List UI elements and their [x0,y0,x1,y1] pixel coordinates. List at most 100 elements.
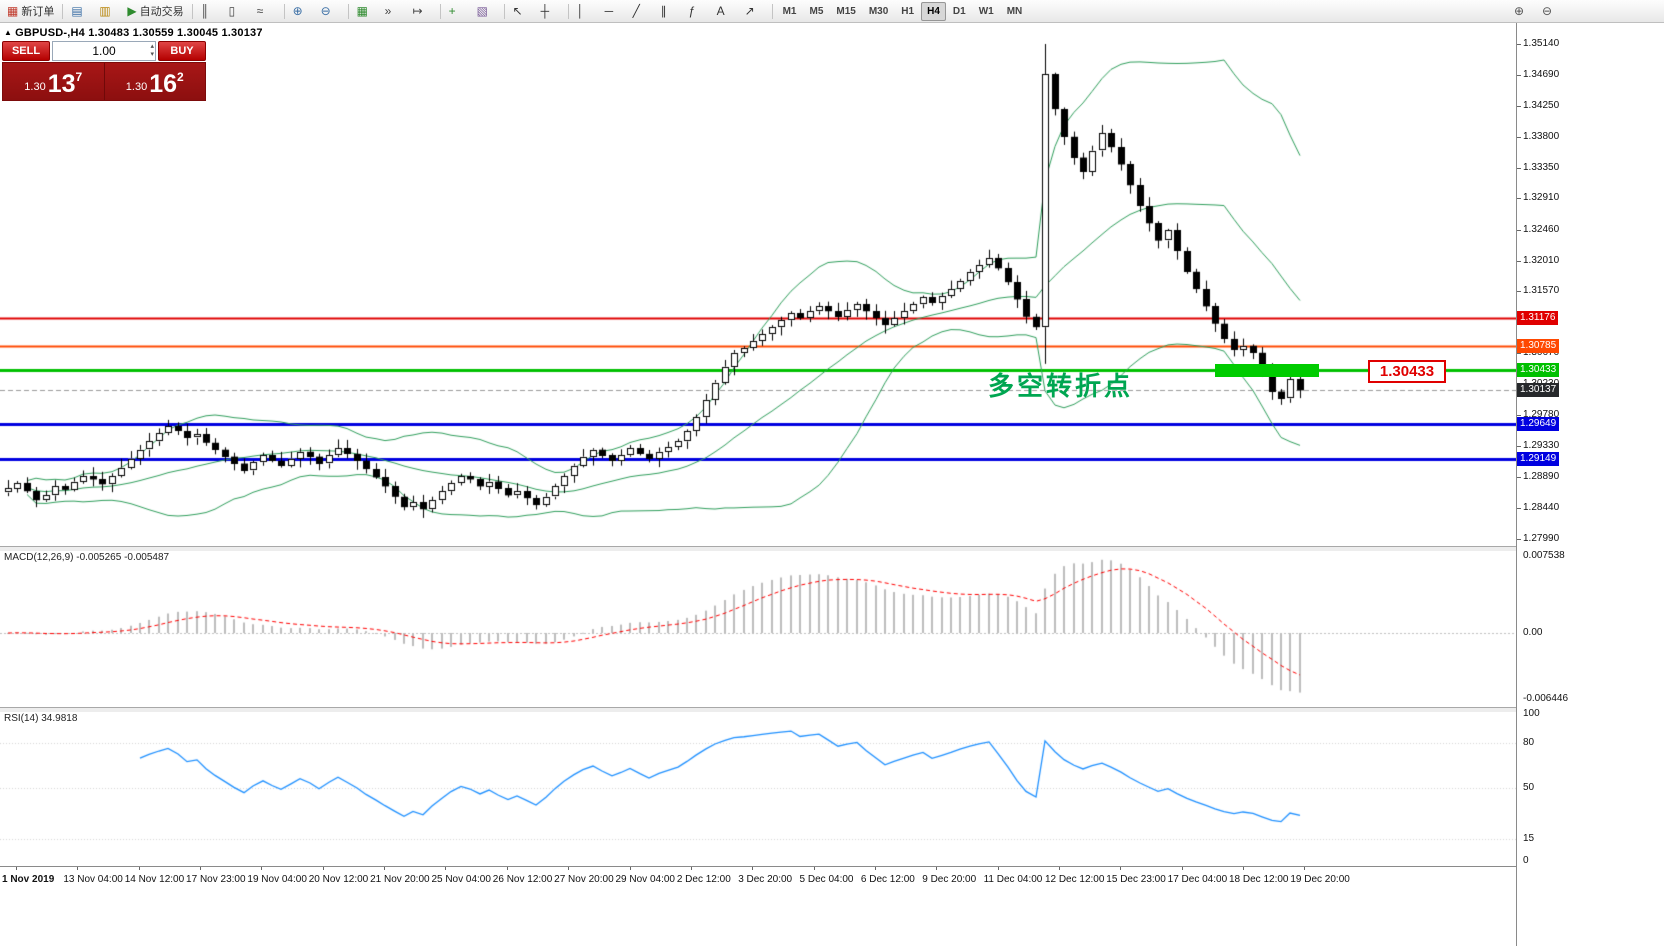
quote-panel: 1.30 13 7 1.30 16 2 [2,62,206,101]
auto-scroll-button[interactable]: » [381,1,408,22]
price-tick-label: 1.34250 [1523,99,1560,111]
time-tick [1181,867,1183,870]
new-order-button-label: 新订单 [21,6,55,18]
macd-title: MACD(12,26,9) [4,552,74,563]
time-tick-label: 9 Dec 20:00 [922,874,977,885]
sell-price-small: 1.30 [24,81,46,93]
time-tick-label: 21 Nov 20:00 [370,874,430,885]
zoom-in-button[interactable]: ⊕ [289,1,316,22]
volume-up-button[interactable]: ▴ [150,43,154,50]
buy-button[interactable]: BUY [158,41,206,61]
profiles-button[interactable]: ▥ [95,1,122,22]
horizontal-line-button[interactable]: ─ [601,1,628,22]
new-chart-button[interactable]: ▤ [67,1,94,22]
one-click-trading-panel: SELL 1.00 ▴ ▾ BUY 1.30 13 7 1.30 16 2 [2,41,206,101]
macd-label: MACD(12,26,9) -0.005265 -0.005487 [4,552,169,563]
time-tick-label: 25 Nov 04:00 [431,874,491,885]
price-axis[interactable]: 1.35140 1.34690 1.34250 1.33800 1.33350 1.329… [1516,22,1664,946]
macd-values: -0.005265 -0.005487 [76,552,170,563]
zoom-in-icon: ⊕ [292,4,303,18]
horizontal-line-icon: ─ [604,4,614,18]
time-tick-label: 18 Dec 12:00 [1229,874,1289,885]
time-axis[interactable]: 1 Nov 2019 13 Nov 04:00 14 Nov 12:00 17 Nov… [0,866,1516,891]
price-tick-label: 1.34690 [1523,69,1560,81]
current-price-badge: 1.30137 [1517,383,1560,398]
auto-trading-button-label: 自动交易 [139,6,184,18]
pane-divider[interactable] [0,707,1664,713]
timeframe-h1-button[interactable]: H1 [901,5,915,17]
magnifier-minus-button[interactable]: ⊖ [1538,1,1565,22]
fibonacci-icon: ƒ [688,4,696,18]
trendline-icon: ╱ [632,4,640,18]
magnifier-plus-button[interactable]: ⊕ [1510,1,1537,22]
timeframe-m15-button[interactable]: M15 [836,5,856,17]
timeframe-m5-button[interactable]: M5 [809,5,824,17]
timeframe-d1-button[interactable]: D1 [952,5,966,17]
time-tick-label: 5 Dec 04:00 [799,874,854,885]
time-tick-label: 1 Nov 2019 [2,874,55,885]
line-chart-button[interactable]: ≈ [253,1,280,22]
buy-price-sup: 2 [177,70,184,84]
rsi-pane-canvas[interactable] [0,711,1516,866]
timeframe-mn-button[interactable]: MN [1006,5,1023,17]
cursor-button[interactable]: ↖ [509,1,536,22]
price-tick [1517,229,1521,231]
price-label-box[interactable]: 1.30433 [1368,360,1446,383]
indicators-icon: + [448,4,456,18]
timeframe-w1-button[interactable]: W1 [978,5,994,17]
templates-icon: ▧ [476,4,488,18]
toolbar-right-group: ⊕ ⊖ [1510,1,1565,22]
time-tick [813,867,815,870]
arrows-button[interactable]: ↗ [741,1,768,22]
time-tick [874,867,876,870]
buy-quote[interactable]: 1.30 16 2 [105,63,206,100]
price-tick [1517,415,1521,417]
price-tick-label: 1.32460 [1523,223,1560,235]
time-tick [200,867,202,870]
bar-chart-button[interactable]: ║ [197,1,224,22]
time-tick-label: 26 Nov 12:00 [492,874,553,885]
cursor-icon: ↖ [512,4,523,18]
vertical-line-button[interactable]: │ [573,1,600,22]
text-button[interactable]: A [713,1,740,22]
tile-windows-button[interactable]: ▦ [353,1,380,22]
volume-input[interactable]: 1.00 ▴ ▾ [52,41,156,61]
timeframe-h4-button[interactable]: H4 [921,1,946,21]
time-tick [997,867,999,870]
time-tick [16,867,17,870]
fibonacci-button[interactable]: ƒ [685,1,712,22]
timeframe-m1-button[interactable]: M1 [782,5,797,17]
highlight-bar[interactable] [1215,364,1319,377]
new-order-icon: ▦ [7,4,19,18]
time-tick [629,867,631,870]
sell-quote[interactable]: 1.30 13 7 [3,63,105,100]
channel-button[interactable]: ∥ [657,1,684,22]
buy-price-small: 1.30 [125,81,148,93]
main-chart-canvas[interactable] [0,22,1516,546]
auto-trading-button[interactable]: ▶ 自动交易 [123,1,187,22]
time-tick [322,867,324,870]
new-order-button[interactable]: ▦ 新订单 [3,1,58,22]
time-tick [384,867,386,870]
pane-divider[interactable] [0,546,1664,552]
chart-shift-button[interactable]: ↦ [409,1,436,22]
annotation-text[interactable]: 多空转折点 [988,371,1134,401]
macd-pane-canvas[interactable] [0,550,1516,707]
zoom-out-icon: ⊖ [320,4,331,18]
timeframe-m30-button[interactable]: M30 [868,5,889,17]
volume-value[interactable]: 1.00 [92,44,116,58]
price-tick [1517,539,1521,540]
trendline-button[interactable]: ╱ [629,1,656,22]
crosshair-button[interactable]: ┼ [537,1,564,22]
templates-button[interactable]: ▧ [473,1,500,22]
candlestick-chart-button[interactable]: ▯ [225,1,252,22]
volume-down-button[interactable]: ▾ [150,51,154,58]
price-tick-label: 1.32910 [1523,192,1560,204]
macd-scale-label: -0.006446 [1523,692,1569,704]
price-tick [1517,75,1521,77]
zoom-out-button[interactable]: ⊖ [317,1,344,22]
sell-button[interactable]: SELL [2,41,50,61]
rsi-scale-label: 100 [1523,708,1540,719]
indicators-button[interactable]: + [445,1,472,22]
